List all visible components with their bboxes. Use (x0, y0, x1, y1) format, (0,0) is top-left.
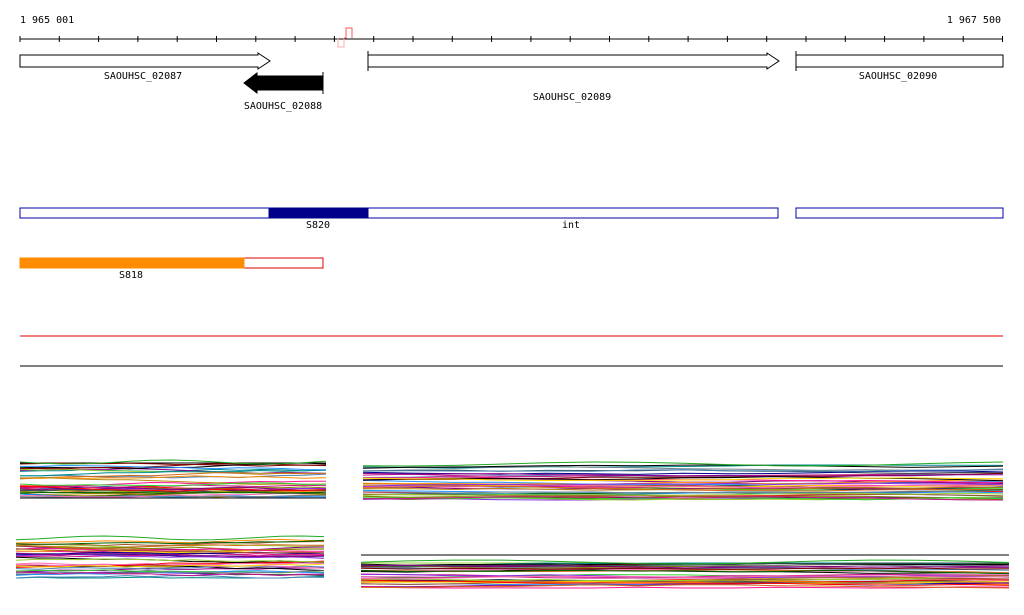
expression-profile-line (362, 485, 1004, 491)
expression-profile-line (360, 567, 1010, 570)
expression-profile-line (15, 544, 325, 549)
gene-saouhsc-02087[interactable]: SAOUHSC_02087 (19, 52, 271, 82)
expression-profile-line (15, 574, 325, 579)
expression-profile-line (15, 558, 325, 563)
gene-label-saouhsc-02088: SAOUHSC_02088 (244, 101, 322, 112)
expression-profile-line (19, 482, 327, 487)
gene-saouhsc-02089[interactable]: SAOUHSC_02089 (367, 51, 780, 103)
expression-profile-line (360, 586, 1010, 589)
segment-s820-label: S820 (306, 220, 330, 231)
expression-profile-line (362, 489, 1004, 495)
segment-int-label: int (562, 220, 580, 231)
expression-profile-line (15, 546, 324, 551)
expression-profile-line (19, 475, 327, 479)
expression-profile-line (15, 539, 325, 545)
expression-profile-line (360, 576, 1010, 582)
expression-profile-line (360, 559, 1010, 565)
expression-profile-line (360, 569, 1010, 575)
gene-label-saouhsc-02089: SAOUHSC_02089 (533, 92, 611, 103)
expression-profile-block (19, 459, 327, 499)
coordinate-ruler: 1 965 001 1 967 500 (19, 15, 1003, 48)
segment-outline-right[interactable] (795, 207, 1004, 219)
expression-profile-line (362, 477, 1004, 482)
expression-profile-line (360, 584, 1010, 589)
expression-profile-line (15, 563, 325, 568)
ruler-ticks (19, 36, 1003, 42)
expression-profile-line (19, 492, 327, 498)
expression-profile-line (19, 486, 327, 492)
expression-profile-line (15, 571, 325, 577)
expression-profile-line (360, 575, 1010, 580)
expression-profile-line (15, 535, 325, 541)
expression-profile-line (360, 564, 1010, 569)
ruler-end-label: 1 967 500 (947, 15, 1001, 26)
expression-profile-line (15, 538, 325, 544)
expression-profile-line (362, 484, 1004, 489)
gene-label-saouhsc-02090: SAOUHSC_02090 (859, 71, 937, 82)
gene-label-saouhsc-02087: SAOUHSC_02087 (104, 71, 182, 82)
expression-profile-line (15, 565, 325, 570)
expression-profile-block (360, 554, 1010, 589)
expression-profile-line (19, 462, 327, 467)
expression-profile-line (19, 476, 327, 485)
expression-profile-block (362, 461, 1004, 501)
expression-profile-line (362, 461, 1004, 467)
expression-profile-line (362, 464, 1004, 469)
segment-outline-left[interactable] (19, 207, 779, 219)
segment-s818[interactable] (19, 257, 245, 269)
expression-profile-block (15, 535, 325, 579)
expression-profile-line (15, 548, 325, 554)
expression-profile-line (19, 473, 327, 479)
expression-profile-line (15, 570, 325, 576)
expression-profile-line (15, 570, 325, 574)
expression-profile-line (362, 492, 1004, 496)
expression-profiles (15, 459, 1010, 589)
expression-profile-line (19, 459, 327, 465)
gene-saouhsc-02088[interactable]: SAOUHSC_02088 (243, 71, 324, 112)
segment-track-s818: S818 (19, 257, 324, 281)
expression-profile-line (362, 486, 1004, 491)
expression-profile-line (362, 490, 1004, 494)
expression-profile-line (19, 486, 327, 491)
expression-profile-line (362, 469, 1004, 472)
ruler-start-label: 1 965 001 (20, 15, 74, 26)
expression-profile-line (15, 547, 325, 552)
segment-s818-label: S818 (119, 270, 143, 281)
expression-profile-line (362, 496, 1004, 501)
expression-profile-line (362, 479, 1004, 486)
expression-profile-line (19, 491, 327, 494)
gene-saouhsc-02090[interactable]: SAOUHSC_02090 (795, 51, 1004, 82)
expression-profile-line (362, 482, 1004, 487)
expression-profile-line (15, 562, 325, 567)
expression-profile-line (362, 464, 1004, 469)
position-marker[interactable] (337, 27, 353, 48)
gene-track: SAOUHSC_02087 SAOUHSC_02088 SAOUHSC_0208… (19, 51, 1004, 112)
expression-profile-line (19, 472, 327, 480)
expression-profile-line (15, 552, 325, 558)
expression-profile-line (362, 472, 1003, 478)
segment-track: S820 int (19, 207, 1004, 231)
expression-profile-line (362, 476, 1004, 482)
expression-profile-line (19, 469, 327, 477)
segment-s820[interactable] (268, 207, 369, 219)
expression-profile-line (19, 464, 327, 471)
expression-profile-line (360, 579, 1010, 586)
